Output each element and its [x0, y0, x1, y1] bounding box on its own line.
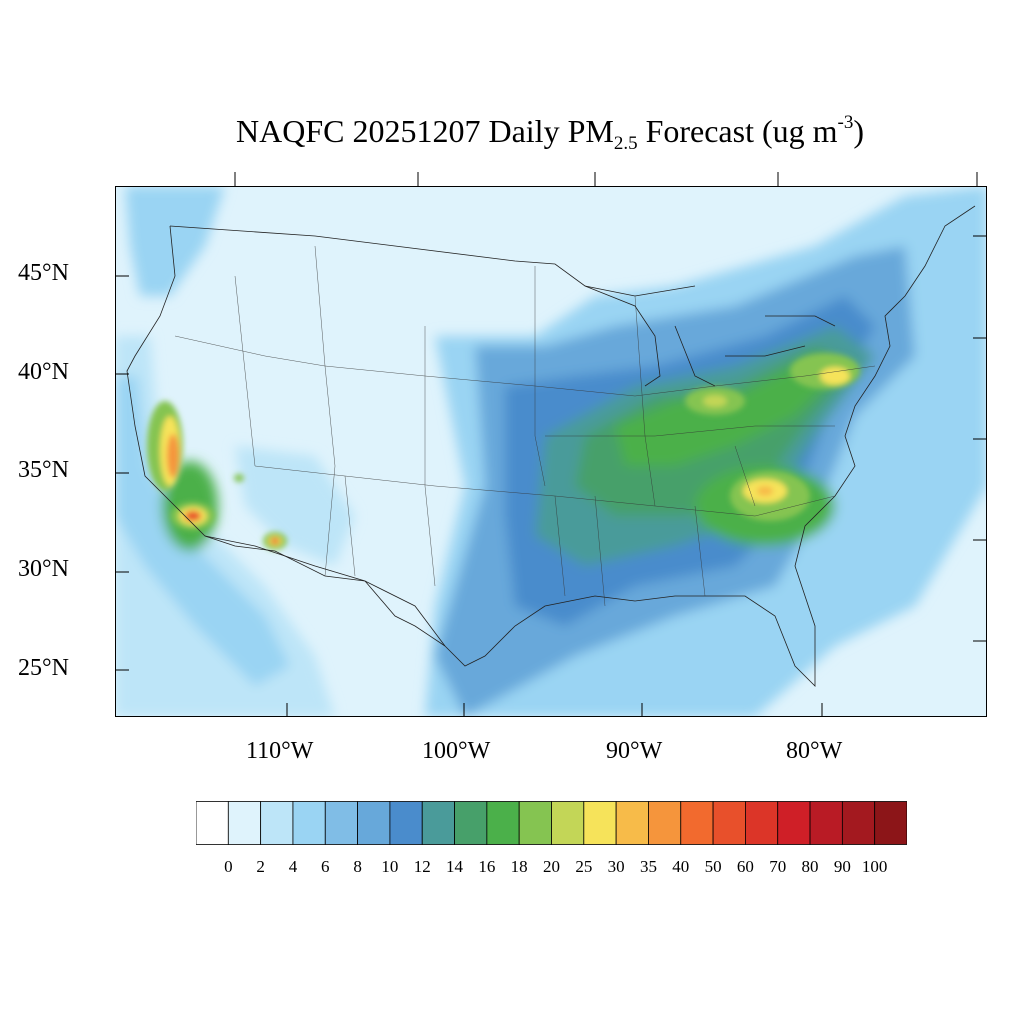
legend-swatch: [745, 801, 779, 845]
legend-label: 90: [833, 857, 851, 876]
legend-label: 18: [510, 857, 528, 876]
la-basin-red: [185, 511, 201, 521]
band-west-coast: [115, 336, 335, 717]
legend-swatch: [324, 801, 358, 845]
legend-swatch: [486, 801, 520, 845]
band-ohio-valley-brightgreen: [615, 366, 835, 466]
legend-swatch: [680, 801, 714, 845]
legend-swatch: [357, 801, 391, 845]
title-superscript: -3: [837, 112, 854, 133]
las-vegas-green: [234, 474, 244, 482]
title-subscript: 2.5: [613, 133, 638, 154]
map-canvas: [115, 186, 987, 717]
lat-label-35: 35°N: [18, 457, 69, 483]
title-middle: Forecast (ug m: [637, 113, 838, 149]
state-line: [174, 335, 636, 397]
legend-swatch: [583, 801, 617, 845]
lon-label-90w: 90°W: [606, 738, 663, 764]
legend-swatch: [196, 801, 229, 845]
lon-label-80w: 80°W: [786, 738, 843, 764]
legend-label: 25: [575, 857, 593, 876]
ca-valley-orange: [167, 434, 179, 478]
title-prefix: NAQFC 20251207 Daily PM: [236, 113, 614, 149]
legend-label: 2: [256, 857, 265, 876]
lat-label-25: 25°N: [18, 655, 69, 681]
lat-label-45: 45°N: [18, 260, 69, 286]
legend-swatch: [841, 801, 876, 845]
legend-swatch: [809, 801, 843, 845]
legend-swatch: [389, 801, 423, 845]
legend-label: 70: [769, 857, 787, 876]
legend-swatch: [260, 801, 294, 845]
legend-swatch: [551, 801, 585, 845]
us-outline: [126, 205, 976, 687]
title-suffix: ): [853, 113, 864, 149]
legend-label: 6: [321, 857, 330, 876]
band-great-basin: [235, 446, 355, 566]
legend-swatch: [712, 801, 746, 845]
forecast-map: [115, 186, 987, 717]
map-title: NAQFC 20251207 Daily PM2.5 Forecast (ug …: [0, 112, 1024, 155]
state-lines: [174, 245, 876, 607]
concentration-hotspots: [147, 353, 860, 550]
legend-swatch: [874, 801, 907, 845]
legend-label: 30: [607, 857, 625, 876]
legend-label: 10: [381, 857, 399, 876]
legend-label: 40: [672, 857, 690, 876]
concentration-field: [115, 186, 987, 717]
legend-swatch: [777, 801, 811, 845]
color-legend: [196, 801, 907, 845]
legend-swatch: [292, 801, 326, 845]
legend-swatch: [518, 801, 552, 845]
legend-label: 12: [413, 857, 431, 876]
legend-label: 8: [353, 857, 362, 876]
state-line: [234, 245, 656, 587]
legend-label: 4: [288, 857, 298, 876]
lat-label-40: 40°N: [18, 359, 69, 385]
ohio-yellow: [703, 395, 727, 407]
legend-label: 14: [446, 857, 464, 876]
legend-label: 50: [704, 857, 722, 876]
legend-label: 20: [543, 857, 560, 876]
state-line: [344, 445, 756, 607]
legend-swatch: [454, 801, 488, 845]
legend-swatch: [615, 801, 649, 845]
legend-swatch: [227, 801, 262, 845]
map-frame: [115, 186, 987, 717]
carolina-orange: [757, 486, 773, 496]
band-pacific-nw: [125, 186, 225, 296]
legend-label: 60: [736, 857, 754, 876]
legend-swatch: [648, 801, 682, 845]
mexico-border: [204, 535, 446, 647]
great-lakes: [584, 285, 836, 387]
band-west-coast-inner: [115, 376, 290, 686]
lat-label-30: 30°N: [18, 556, 69, 582]
legend-label: 16: [478, 857, 496, 876]
frame-ticks: [115, 235, 987, 717]
legend-bar: [196, 801, 907, 845]
legend-label: 80: [801, 857, 819, 876]
northeast-yellow: [820, 367, 850, 385]
phoenix-red: [271, 538, 279, 544]
legend-label: 35: [639, 857, 657, 876]
state-line: [545, 365, 876, 437]
legend-label: 100: [861, 857, 888, 876]
top-tick-row: [234, 172, 978, 187]
legend-label: 0: [224, 857, 233, 876]
legend-swatch: [421, 801, 455, 845]
lon-label-110w: 110°W: [246, 738, 314, 764]
lon-label-100w: 100°W: [422, 738, 491, 764]
